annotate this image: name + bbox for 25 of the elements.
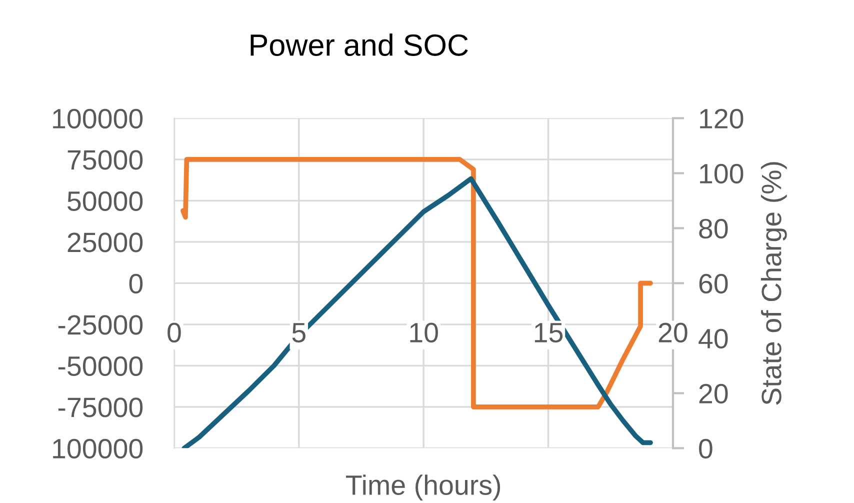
- y-tick-label: 75000: [68, 150, 143, 170]
- y2-tick-label: 120: [700, 108, 744, 129]
- line-series: [182, 176, 653, 448]
- y-tick-label: -50000: [58, 356, 143, 376]
- y2-tick-label: 40: [698, 328, 728, 349]
- y-tick-label: 100000: [53, 438, 143, 459]
- x-axis-title: Time (hours): [346, 474, 500, 500]
- y-tick-label: 100000: [53, 108, 143, 129]
- y-tick-label: -25000: [58, 315, 143, 335]
- y-tick-label: 50000: [68, 191, 143, 212]
- y-tick-label: -75000: [58, 398, 143, 418]
- x-tick-label: 15: [534, 323, 563, 342]
- y2-tick-label: 80: [699, 218, 728, 239]
- y2-tick-label: 60: [699, 274, 728, 294]
- line-series: [180, 157, 653, 410]
- x-tick-label: 0: [168, 322, 181, 342]
- y2-axis-title: State of Charge (%): [760, 162, 787, 405]
- y2-tick-label: 0: [699, 438, 712, 459]
- y-tick-label: 0: [129, 274, 143, 294]
- y2-tick-label: 20: [699, 384, 728, 404]
- x-tick-label: 10: [410, 322, 438, 342]
- y-tick-label: 25000: [68, 232, 143, 252]
- y2-tick-label: 100: [700, 164, 744, 184]
- x-tick-label: 20: [658, 322, 688, 342]
- chart-title: Power and SOC: [250, 34, 468, 56]
